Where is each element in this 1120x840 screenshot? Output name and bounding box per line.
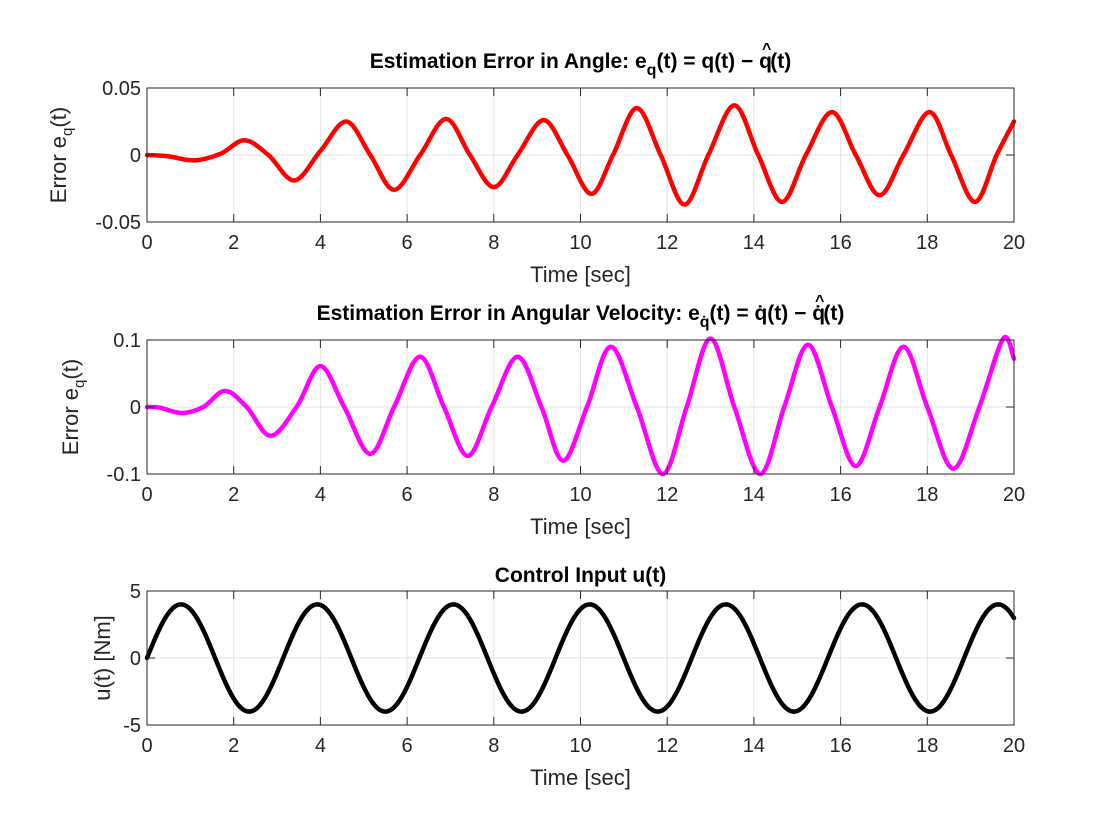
x-tick-label: 14 xyxy=(743,735,765,757)
series-line-1 xyxy=(144,334,1017,477)
chart-title: Estimation Error in Angle: eq(t) = q(t) … xyxy=(370,41,792,79)
x-tick-label: 18 xyxy=(916,735,938,757)
x-axis-label: Time [sec] xyxy=(530,514,631,539)
x-tick-label: 10 xyxy=(569,735,591,757)
y-axis-label: Error eq(t) xyxy=(58,359,88,455)
x-tick-label: 6 xyxy=(402,484,413,506)
x-tick-label: 20 xyxy=(1003,735,1025,757)
y-tick-label: -5 xyxy=(123,715,141,737)
x-tick-label: 2 xyxy=(228,232,239,254)
x-tick-label: 2 xyxy=(228,484,239,506)
x-tick-label: 14 xyxy=(743,484,765,506)
x-tick-label: 20 xyxy=(1003,232,1025,254)
x-tick-label: 14 xyxy=(743,232,765,254)
x-tick-label: 4 xyxy=(315,735,326,757)
chart-title: Control Input u(t) xyxy=(495,564,666,587)
chart-title: Estimation Error in Angular Velocity: eq… xyxy=(317,293,845,331)
hat-accent: ^ xyxy=(762,41,771,58)
y-tick-label: 0 xyxy=(130,397,141,419)
x-tick-label: 8 xyxy=(488,484,499,506)
y-axis-label: u(t) [Nm] xyxy=(90,615,115,701)
x-tick-label: 16 xyxy=(829,735,851,757)
y-axis-label: Error eq(t) xyxy=(46,107,76,203)
y-tick-label: 0.1 xyxy=(113,330,141,352)
y-tick-label: -0.1 xyxy=(107,464,141,486)
x-tick-label: 0 xyxy=(141,484,152,506)
x-tick-label: 10 xyxy=(569,484,591,506)
y-tick-label: 0 xyxy=(130,145,141,167)
x-tick-label: 6 xyxy=(402,232,413,254)
series-line-1 xyxy=(144,103,1017,207)
x-tick-label: 4 xyxy=(315,232,326,254)
x-axis-label: Time [sec] xyxy=(530,765,631,790)
y-tick-label: 0.05 xyxy=(102,78,141,100)
x-tick-label: 12 xyxy=(656,484,678,506)
y-tick-label: 0 xyxy=(130,648,141,670)
x-tick-label: 8 xyxy=(488,232,499,254)
x-tick-label: 6 xyxy=(402,735,413,757)
series-line-1 xyxy=(144,602,1017,714)
x-tick-label: 18 xyxy=(916,484,938,506)
x-tick-label: 0 xyxy=(141,735,152,757)
x-tick-label: 20 xyxy=(1003,484,1025,506)
y-tick-label: -0.05 xyxy=(95,212,141,234)
x-tick-label: 18 xyxy=(916,232,938,254)
hat-accent: ^ xyxy=(815,293,824,310)
x-tick-label: 8 xyxy=(488,735,499,757)
x-axis-label: Time [sec] xyxy=(530,262,631,287)
x-tick-label: 16 xyxy=(829,232,851,254)
x-tick-label: 0 xyxy=(141,232,152,254)
x-tick-label: 4 xyxy=(315,484,326,506)
x-tick-label: 12 xyxy=(656,232,678,254)
x-tick-label: 16 xyxy=(829,484,851,506)
x-tick-label: 10 xyxy=(569,232,591,254)
x-tick-label: 12 xyxy=(656,735,678,757)
x-tick-label: 2 xyxy=(228,735,239,757)
y-tick-label: 5 xyxy=(130,581,141,603)
